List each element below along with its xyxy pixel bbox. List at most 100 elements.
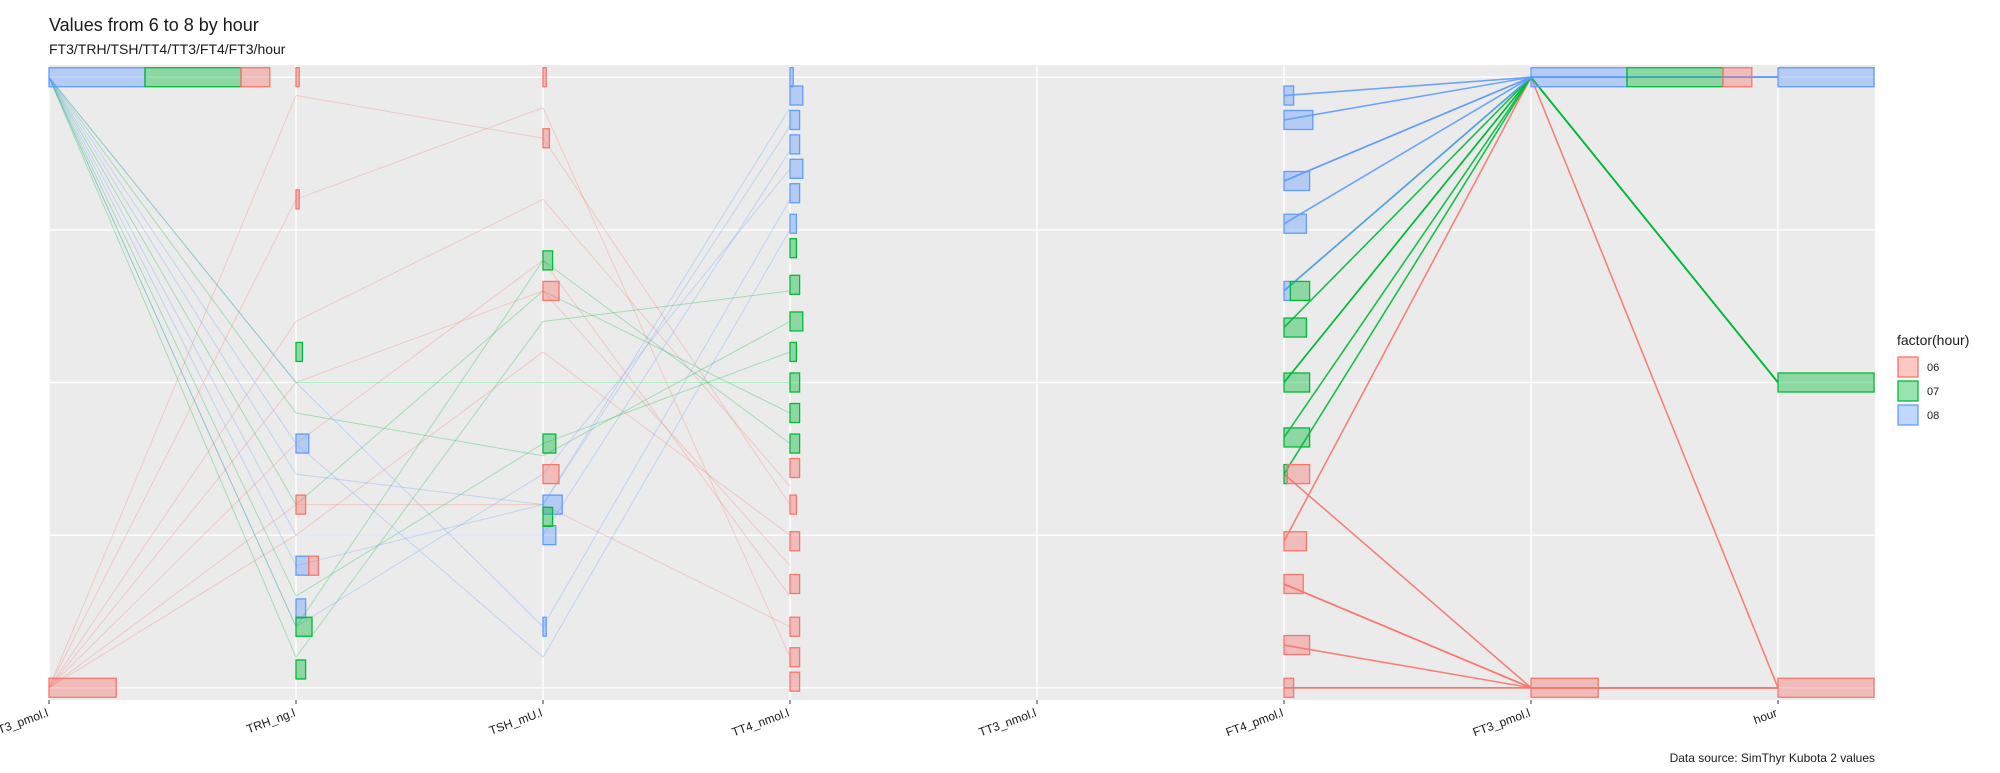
histogram-bar: [789, 433, 801, 454]
line-segment: [295, 198, 544, 322]
histogram-bar: [1283, 109, 1314, 131]
histogram-bar: [1777, 677, 1875, 698]
legend-key: [1897, 380, 1919, 402]
line-segment: [1283, 76, 1532, 121]
histogram-bar: [308, 555, 320, 576]
line-segment: [48, 77, 297, 627]
line-segment: [295, 473, 544, 506]
line-segment: [1283, 76, 1532, 97]
grid: [48, 65, 1875, 704]
histogram-bar: [789, 238, 798, 259]
histogram-bar: [295, 341, 304, 363]
histogram-bar: [295, 433, 310, 454]
x-tick-label: FT3_pmol.l: [1471, 706, 1532, 740]
line-segment: [295, 321, 544, 658]
histogram-bar: [789, 616, 801, 637]
line-segment: [48, 199, 297, 689]
histogram-bar: [1283, 573, 1304, 595]
line-segment: [48, 76, 297, 444]
histogram-bar: [1283, 372, 1311, 393]
line-segment: [48, 77, 297, 658]
histogram-bar: [1283, 213, 1308, 234]
line-segment: [295, 443, 544, 597]
histogram-bar: [48, 67, 146, 88]
line-segment: [48, 76, 297, 383]
line-segment: [295, 260, 544, 628]
line-segment: [542, 504, 791, 628]
legend-title: factor(hour): [1897, 332, 1969, 348]
histogram-bar: [1777, 67, 1875, 88]
histogram-bar: [1289, 280, 1311, 302]
histogram-bar: [789, 109, 801, 131]
histogram-bar: [542, 506, 554, 527]
histogram-bar: [789, 531, 801, 552]
histogram-bar: [1283, 280, 1292, 302]
chart-subtitle: FT3/TRH/TSH/TT4/TT3/FT4/FT3/hour: [49, 41, 286, 57]
histogram-bar: [789, 372, 801, 393]
line-segment: [48, 382, 297, 689]
line-segment: [295, 443, 544, 658]
line-segment: [1283, 76, 1532, 384]
line-segment: [295, 290, 544, 505]
line-segment: [295, 107, 544, 200]
x-tick-label: TT4_nmol.l: [730, 706, 791, 740]
line-segment: [542, 125, 791, 505]
line-segment: [48, 76, 297, 566]
histogram-bar: [789, 213, 798, 234]
legend-label: 07: [1927, 386, 1939, 398]
x-tick-label: TRH_ng.l: [245, 706, 297, 736]
line-segment: [1283, 76, 1532, 329]
line-segment: [295, 95, 544, 139]
line-segment: [48, 534, 297, 689]
line-segment: [1283, 76, 1532, 475]
line-segment: [542, 199, 791, 487]
line-segment: [542, 290, 791, 567]
histogram-bar: [1283, 317, 1308, 338]
line-segment: [1283, 76, 1532, 438]
line-segment: [542, 351, 791, 445]
x-tick-label: FT4_pmol.l: [1224, 706, 1285, 740]
line-segment: [1283, 76, 1532, 225]
histogram-bar: [1722, 67, 1753, 88]
histogram-bar: [1283, 531, 1308, 552]
line-segment: [295, 259, 544, 444]
histogram-bar: [1530, 67, 1628, 88]
lines: [48, 76, 1779, 689]
line-segment: [542, 199, 791, 627]
line-segment: [48, 504, 297, 689]
line-segment: [295, 473, 544, 628]
line-segment: [542, 107, 791, 505]
histogram-bar: [1286, 463, 1311, 485]
line-segment: [542, 290, 791, 414]
line-segment: [48, 76, 297, 505]
histogram-bar: [789, 647, 801, 668]
line-segment: [1283, 76, 1532, 542]
line-segment: [542, 137, 791, 505]
histogram-bar: [542, 463, 560, 485]
histogram-bar: [542, 616, 547, 637]
line-segment: [542, 107, 791, 658]
line-segment: [48, 443, 297, 689]
histogram-bar: [789, 311, 804, 332]
x-tick-label: TSH_mU.l: [487, 706, 544, 738]
histogram-bar: [789, 134, 801, 155]
line-segment: [295, 412, 544, 457]
caption: Data source: SimThyr Kubota 2 values: [1670, 751, 1875, 765]
histogram-bar: [789, 274, 801, 295]
legend-key: [1897, 404, 1919, 426]
line-segment: [295, 290, 544, 383]
histogram-bar: [144, 67, 242, 88]
axis-labels: FT3_pmol.l TRH_ng.l TSH_mU.l TT4_nmol.l TT3_…: [0, 706, 1779, 740]
histogram-bar: [295, 555, 310, 576]
histogram-bar: [1283, 677, 1295, 698]
line-segment: [542, 290, 791, 322]
line-segment: [48, 321, 297, 689]
line-segment: [1283, 644, 1532, 689]
histogram-bar: [789, 457, 801, 479]
legend-label: 06: [1927, 362, 1939, 374]
line-segment: [48, 76, 297, 475]
line-segment: [48, 76, 297, 383]
histogram-bar: [542, 524, 557, 546]
histogram-bar: [789, 85, 804, 106]
